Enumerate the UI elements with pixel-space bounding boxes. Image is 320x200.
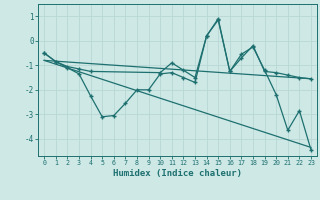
X-axis label: Humidex (Indice chaleur): Humidex (Indice chaleur)	[113, 169, 242, 178]
